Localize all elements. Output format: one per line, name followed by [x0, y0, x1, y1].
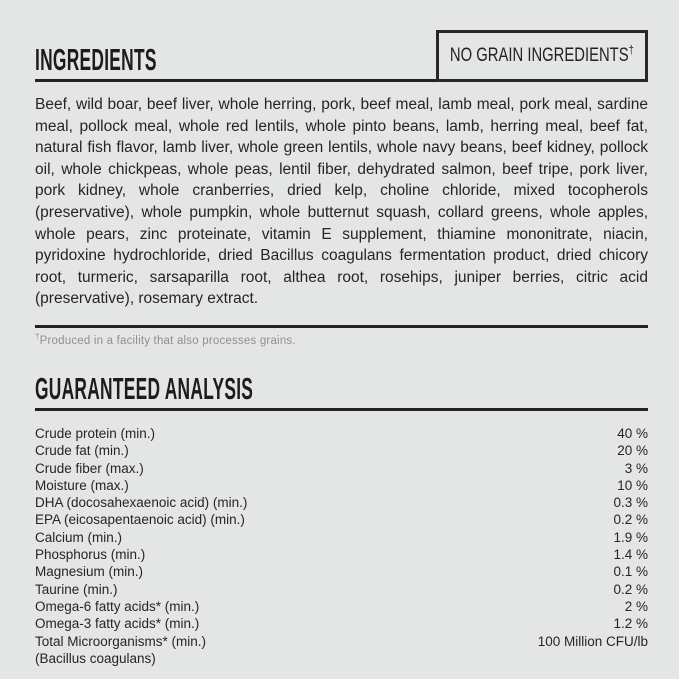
no-grain-badge: NO GRAIN INGREDIENTS† — [436, 30, 648, 82]
no-grain-badge-label: NO GRAIN INGREDIENTS — [450, 45, 629, 66]
analysis-row: Magnesium (min.) 0.1 % — [35, 563, 648, 580]
analysis-row: Crude fiber (max.) 3 % — [35, 460, 648, 477]
guaranteed-analysis-header: GUARANTEED ANALYSIS — [35, 368, 648, 406]
analysis-label: Crude fiber (max.) — [35, 460, 144, 476]
analysis-label: Phosphorus (min.) — [35, 547, 146, 563]
analysis-value: 0.2 % — [613, 581, 648, 597]
grain-footnote-dagger: † — [35, 332, 40, 342]
analysis-value: 1.4 % — [613, 547, 648, 563]
label-sheet: INGREDIENTS NO GRAIN INGREDIENTS† Beef, … — [0, 30, 679, 667]
analysis-label: Omega-3 fatty acids* (min.) — [35, 616, 200, 632]
ingredients-title-cell: INGREDIENTS — [35, 23, 436, 82]
analysis-label: Crude protein (min.) — [35, 425, 156, 441]
analysis-value: 20 % — [617, 443, 648, 459]
divider-above-footnote — [35, 324, 648, 328]
analysis-value: 0.2 % — [613, 512, 648, 528]
analysis-label: Magnesium (min.) — [35, 564, 144, 580]
analysis-value: 2 % — [624, 598, 648, 614]
guaranteed-analysis-title: GUARANTEED ANALYSIS — [35, 370, 254, 406]
analysis-row: DHA (docosahexaenoic acid) (min.) 0.3 % — [35, 494, 648, 511]
no-grain-badge-text: NO GRAIN INGREDIENTS† — [450, 42, 634, 67]
analysis-row: Moisture (max.) 10 % — [35, 477, 648, 494]
analysis-row: Calcium (min.) 1.9 % — [35, 529, 648, 546]
divider-below-analysis-title — [35, 407, 648, 411]
analysis-row: Total Microorganisms* (min.) 100 Million… — [35, 633, 648, 650]
analysis-label: EPA (eicosapentaenoic acid) (min.) — [35, 512, 245, 528]
analysis-label: DHA (docosahexaenoic acid) (min.) — [35, 495, 248, 511]
grain-footnote-text: Produced in a facility that also process… — [39, 334, 296, 347]
analysis-row: Crude protein (min.) 40 % — [35, 425, 648, 442]
ingredients-header: INGREDIENTS NO GRAIN INGREDIENTS† — [35, 30, 648, 82]
analysis-label: Crude fat (min.) — [35, 443, 129, 459]
analysis-label: Taurine (min.) — [35, 581, 118, 597]
analysis-value: 0.3 % — [613, 495, 648, 511]
analysis-row: Omega-3 fatty acids* (min.) 1.2 % — [35, 615, 648, 632]
analysis-value: 3 % — [624, 460, 648, 476]
analysis-table: Crude protein (min.) 40 % Crude fat (min… — [35, 425, 648, 667]
analysis-value: 0.1 % — [613, 564, 648, 580]
analysis-row: Phosphorus (min.) 1.4 % — [35, 546, 648, 563]
analysis-label: Omega-6 fatty acids* (min.) — [35, 598, 200, 614]
analysis-row: Crude fat (min.) 20 % — [35, 442, 648, 459]
analysis-value: 100 Million CFU/lb — [537, 633, 648, 649]
analysis-label: Moisture (max.) — [35, 477, 129, 493]
ingredients-title: INGREDIENTS — [35, 41, 157, 77]
analysis-row: (Bacillus coagulans) — [35, 650, 648, 667]
analysis-label: Calcium (min.) — [35, 529, 123, 545]
analysis-row: Omega-6 fatty acids* (min.) 2 % — [35, 598, 648, 615]
analysis-value: 10 % — [617, 477, 648, 493]
analysis-value: 40 % — [617, 425, 648, 441]
no-grain-badge-dagger: † — [628, 42, 634, 57]
analysis-label: (Bacillus coagulans) — [35, 650, 156, 666]
analysis-label: Total Microorganisms* (min.) — [35, 633, 207, 649]
analysis-value: 1.9 % — [613, 529, 648, 545]
analysis-value: 1.2 % — [613, 616, 648, 632]
grain-footnote: †Produced in a facility that also proces… — [35, 332, 648, 347]
analysis-row: Taurine (min.) 0.2 % — [35, 581, 648, 598]
ingredients-list-text: Beef, wild boar, beef liver, whole herri… — [35, 96, 648, 308]
analysis-row: EPA (eicosapentaenoic acid) (min.) 0.2 % — [35, 511, 648, 528]
